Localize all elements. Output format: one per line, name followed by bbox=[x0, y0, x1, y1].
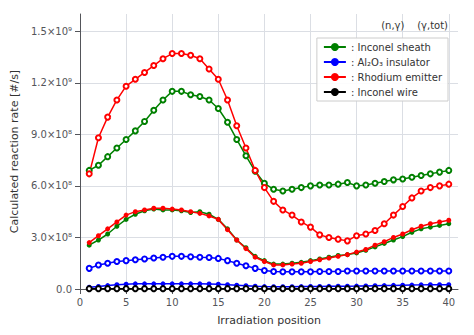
svg-text:15: 15 bbox=[212, 297, 225, 308]
svg-text:3.0×10⁸: 3.0×10⁸ bbox=[31, 232, 72, 243]
svg-text:1.2×10⁹: 1.2×10⁹ bbox=[31, 77, 72, 88]
svg-text:30: 30 bbox=[350, 297, 363, 308]
svg-text:6.0×10⁸: 6.0×10⁸ bbox=[31, 180, 72, 191]
svg-text:0: 0 bbox=[77, 297, 83, 308]
svg-text:20: 20 bbox=[258, 297, 271, 308]
svg-text:(n,γ) (γ,tot): (n,γ) (γ,tot) bbox=[381, 20, 448, 31]
svg-text:: Inconel sheath: : Inconel sheath bbox=[351, 42, 431, 53]
svg-text:1.5×10⁹: 1.5×10⁹ bbox=[31, 26, 72, 37]
svg-text:35: 35 bbox=[396, 297, 409, 308]
svg-text:10: 10 bbox=[166, 297, 179, 308]
svg-text:: Al₂O₃ insulator: : Al₂O₃ insulator bbox=[351, 57, 431, 68]
svg-text:25: 25 bbox=[304, 297, 317, 308]
svg-text:0.0: 0.0 bbox=[56, 284, 72, 295]
svg-text:5: 5 bbox=[123, 297, 129, 308]
svg-text:Calculated reaction rate [#/s]: Calculated reaction rate [#/s] bbox=[8, 70, 21, 233]
svg-text:40: 40 bbox=[442, 297, 455, 308]
svg-text:9.0×10⁸: 9.0×10⁸ bbox=[31, 129, 72, 140]
svg-text:Irradiation position: Irradiation position bbox=[217, 314, 321, 327]
svg-text:: Rhodium emitter: : Rhodium emitter bbox=[351, 72, 443, 83]
svg-text:: Inconel wire: : Inconel wire bbox=[351, 87, 418, 98]
